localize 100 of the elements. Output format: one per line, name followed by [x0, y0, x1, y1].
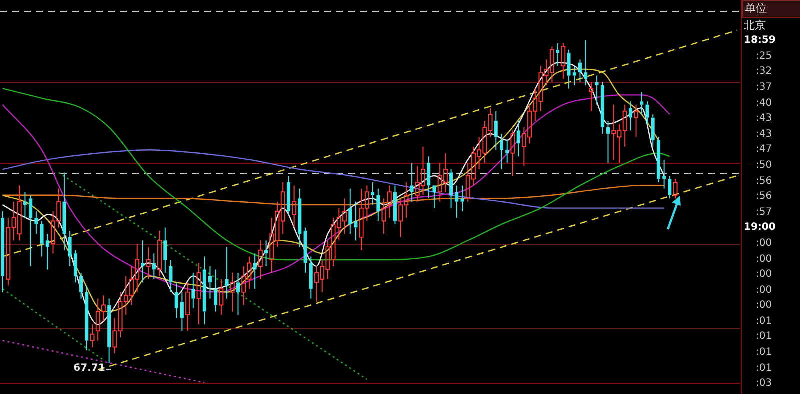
text: :56 — [755, 174, 774, 189]
candlestick — [202, 256, 206, 326]
candlestick — [219, 278, 224, 316]
candlestick — [46, 234, 50, 270]
candlestick — [180, 292, 184, 332]
candlestick — [450, 169, 454, 209]
candlestick — [80, 272, 84, 300]
candlestick — [85, 285, 89, 352]
text: 北京 — [743, 18, 767, 34]
candlestick — [376, 188, 380, 222]
candlestick — [595, 75, 599, 106]
candlestick — [600, 82, 604, 134]
candlestick — [152, 253, 156, 280]
text: :01 — [755, 314, 774, 329]
candlestick — [510, 130, 516, 176]
candlestick — [460, 185, 464, 212]
candlestick — [427, 156, 431, 200]
candlestick — [606, 120, 610, 164]
annotation: 67.71 — [74, 363, 106, 374]
text: :01 — [755, 330, 774, 344]
candlestick — [584, 40, 588, 86]
candlestick — [230, 272, 235, 312]
candlestick — [90, 324, 95, 348]
candlestick — [292, 185, 297, 228]
candlestick — [34, 211, 38, 235]
candlestick — [164, 227, 168, 274]
candlestick — [158, 230, 162, 277]
candlestick — [662, 159, 666, 190]
text: 单位 — [742, 0, 800, 18]
text: :40 — [755, 96, 774, 111]
candlestick — [108, 298, 112, 364]
text: :37 — [755, 80, 774, 95]
candlestick — [286, 175, 290, 216]
candlestick — [258, 240, 263, 280]
text: :43 — [755, 112, 774, 126]
candlestick — [656, 136, 660, 183]
candlestick — [393, 185, 397, 225]
text: 19:00 — [743, 221, 777, 236]
candlestick — [225, 246, 229, 300]
candlestick — [196, 262, 202, 326]
candlestick — [68, 230, 72, 267]
candlestick — [146, 246, 151, 280]
candlestick — [371, 182, 375, 206]
candlestick — [29, 194, 33, 267]
candlestick — [651, 114, 655, 148]
text: 18:59 — [743, 34, 777, 48]
candlestick — [567, 49, 571, 90]
text: :01 — [755, 362, 774, 376]
candlestick — [561, 42, 566, 80]
text: :03 — [755, 377, 774, 392]
candlestick — [236, 272, 240, 316]
candlestick — [309, 256, 313, 300]
candlestick — [668, 175, 672, 200]
candlestick — [506, 140, 510, 164]
candlestick — [494, 110, 498, 151]
text: :00 — [755, 252, 774, 266]
candlestick — [192, 272, 196, 310]
candlestick — [253, 253, 257, 290]
candlestick — [578, 59, 582, 83]
text: :00 — [755, 284, 774, 298]
text: :00 — [755, 268, 774, 282]
candlestick — [264, 240, 268, 267]
candlestick — [432, 186, 436, 209]
candlestick — [186, 282, 190, 332]
text: :25 — [755, 50, 774, 64]
candlestick — [634, 104, 639, 138]
text: :43 — [755, 128, 774, 142]
candlestick — [1, 211, 5, 293]
candlestick — [298, 188, 302, 248]
text: :47 — [755, 143, 774, 158]
text: :01 — [755, 346, 774, 360]
candlestick — [516, 120, 520, 158]
candlestick — [628, 101, 632, 132]
text: :00 — [755, 236, 774, 251]
text: :57 — [755, 206, 774, 220]
candlestick — [40, 220, 44, 258]
candlestick — [304, 227, 308, 274]
candlestick — [62, 172, 66, 251]
candlestick — [214, 269, 218, 312]
candlestick — [500, 133, 504, 170]
candlestick — [354, 201, 358, 242]
candlestick — [382, 198, 386, 235]
candlestick — [455, 185, 459, 219]
text: :32 — [755, 65, 774, 80]
candlestick — [589, 82, 594, 112]
candlestick — [348, 188, 352, 235]
candlestick — [410, 162, 414, 202]
candlestick — [208, 266, 212, 300]
candlestick — [23, 192, 27, 219]
candlestick — [169, 260, 173, 293]
text: :50 — [755, 158, 774, 173]
text: :56 — [755, 190, 774, 204]
candlestick — [387, 185, 392, 219]
candlestick — [141, 240, 145, 284]
candlestick — [572, 66, 576, 86]
text: :00 — [755, 299, 774, 314]
candlestick — [556, 42, 560, 67]
candlestick — [174, 282, 178, 319]
candlestick — [74, 250, 78, 284]
candlestick — [640, 91, 644, 116]
